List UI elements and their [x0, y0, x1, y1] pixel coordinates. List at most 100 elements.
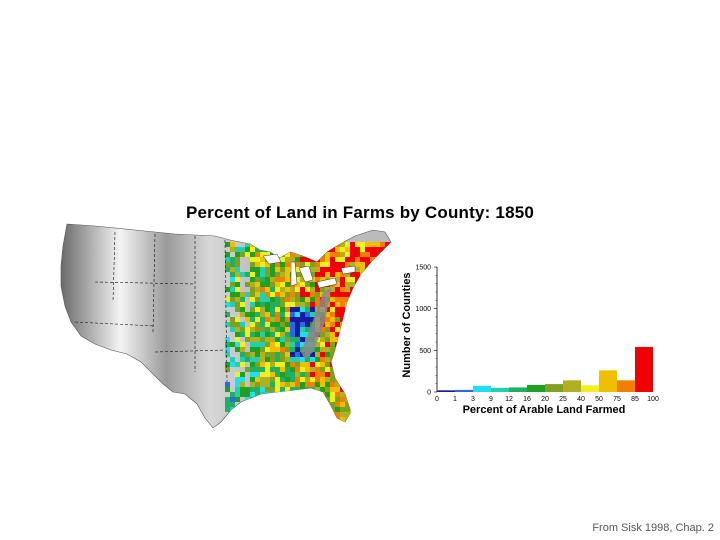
county-cell [325, 412, 330, 417]
county-cell [380, 262, 385, 267]
county-cell [325, 417, 330, 422]
county-cell [320, 397, 325, 402]
county-cell [370, 242, 375, 247]
county-cell [250, 327, 255, 332]
county-cell [330, 307, 335, 312]
state-boundaries [74, 231, 228, 383]
county-cell [370, 337, 375, 342]
county-cell [270, 317, 275, 322]
county-cell [245, 242, 250, 247]
histogram-bar [545, 384, 563, 392]
county-cell [355, 312, 360, 317]
y-tick-label: 1000 [415, 306, 431, 313]
county-cell [380, 332, 385, 337]
county-cell [260, 387, 265, 392]
county-cell [350, 327, 355, 332]
county-cell [230, 267, 235, 272]
county-cell [375, 287, 380, 292]
county-cell [365, 407, 370, 412]
county-cell [275, 347, 280, 352]
county-cell [320, 332, 325, 337]
county-cell [325, 322, 330, 327]
county-cell [295, 312, 300, 317]
county-cell [330, 247, 335, 252]
county-cell [300, 367, 305, 372]
county-cell [270, 262, 275, 267]
county-cell [295, 307, 300, 312]
county-cell [345, 257, 350, 262]
county-cell [260, 392, 265, 397]
county-cell [360, 292, 365, 297]
histogram-x-label: Percent of Arable Land Farmed [463, 404, 626, 416]
county-cell [235, 292, 240, 297]
county-cell [255, 257, 260, 262]
county-cell [315, 262, 320, 267]
county-cell [290, 317, 295, 322]
county-cell [370, 367, 375, 372]
county-cell [320, 347, 325, 352]
county-cell [365, 282, 370, 287]
county-cell [310, 417, 315, 422]
county-cell [385, 362, 390, 367]
county-cell [250, 267, 255, 272]
county-cell [240, 342, 245, 347]
county-cell [335, 367, 340, 372]
county-cell [350, 417, 355, 422]
county-cell [365, 332, 370, 337]
county-cell [375, 257, 380, 262]
county-cell [295, 362, 300, 367]
county-cell [250, 427, 255, 428]
histogram-bar [563, 380, 581, 392]
county-cell [325, 362, 330, 367]
county-cell [370, 342, 375, 347]
county-cell [315, 407, 320, 412]
county-cell [340, 242, 345, 247]
county-cell [325, 337, 330, 342]
county-cell [300, 372, 305, 377]
county-cell [385, 337, 390, 342]
county-cell [240, 357, 245, 362]
county-cell [390, 242, 391, 247]
county-cell [295, 367, 300, 372]
county-cell [265, 377, 270, 382]
county-cell [240, 272, 245, 277]
county-cell [350, 387, 355, 392]
county-cell [320, 337, 325, 342]
county-cell [270, 342, 275, 347]
county-cell [280, 322, 285, 327]
county-cell [315, 282, 320, 287]
county-cell [360, 422, 365, 427]
county-cell [315, 297, 320, 302]
county-cell [355, 282, 360, 287]
county-cell [290, 337, 295, 342]
county-cell [385, 272, 390, 277]
county-cell [230, 277, 235, 282]
county-cell [250, 362, 255, 367]
county-cell [295, 392, 300, 397]
county-cell [340, 322, 345, 327]
county-cell [365, 252, 370, 257]
county-cell [350, 277, 355, 282]
county-cell [365, 387, 370, 392]
county-cell [285, 282, 290, 287]
county-cell [285, 322, 290, 327]
county-cell [320, 247, 325, 252]
county-cell [260, 297, 265, 302]
x-tick-label: 16 [523, 396, 531, 403]
county-cell [385, 247, 390, 252]
county-cell [280, 282, 285, 287]
county-cell [380, 247, 385, 252]
county-cell [345, 352, 350, 357]
county-cell [375, 422, 380, 427]
county-cell [330, 332, 335, 337]
county-cell [340, 317, 345, 322]
county-cell [290, 312, 295, 317]
county-cell [270, 307, 275, 312]
county-cell [260, 367, 265, 372]
county-cell [365, 272, 370, 277]
county-cell [260, 412, 265, 417]
county-cell [370, 382, 375, 387]
county-cell [325, 367, 330, 372]
county-cell [365, 352, 370, 357]
county-cell [370, 312, 375, 317]
